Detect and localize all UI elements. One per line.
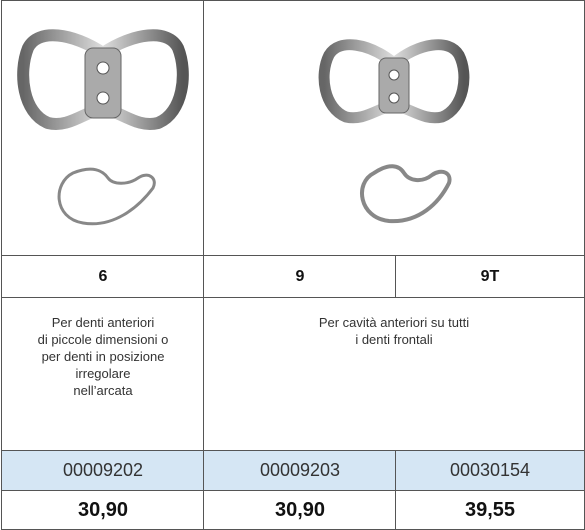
code-cell: 00009202 (1, 450, 204, 490)
description-line: irregolare (75, 366, 131, 381)
header-cell: 9T (395, 255, 585, 297)
header-cell: 9 (203, 255, 396, 297)
code-cell: 00009203 (203, 450, 396, 490)
code-cell: 00030154 (395, 450, 585, 490)
description-line: per denti in posizione (41, 349, 165, 364)
price-cell: 30,90 (1, 490, 204, 530)
price-cell: 30,90 (203, 490, 396, 530)
header-cell: 6 (1, 255, 204, 297)
clamp-image (17, 29, 189, 226)
description-line: i denti frontali (355, 332, 433, 347)
clamp-image (318, 39, 470, 224)
description-cell: Per cavità anteriori su tutti i denti fr… (203, 297, 585, 450)
description-line: nell’arcata (73, 383, 133, 398)
description-line: di piccole dimensioni o (37, 332, 169, 347)
price-cell: 39,55 (395, 490, 585, 530)
image-cell (1, 0, 204, 255)
description-line: Per cavità anteriori su tutti (318, 315, 470, 330)
description-cell: Per denti anteriori di piccole dimension… (1, 297, 204, 450)
description-line: Per denti anteriori (51, 315, 155, 330)
image-cell (203, 0, 585, 255)
